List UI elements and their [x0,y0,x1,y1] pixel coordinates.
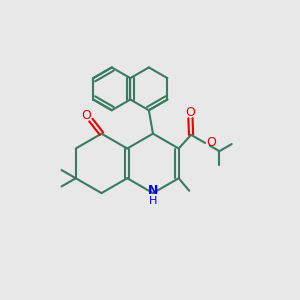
Text: O: O [82,109,92,122]
Text: H: H [149,196,157,206]
Text: O: O [185,106,195,119]
Text: O: O [206,136,216,148]
Text: N: N [148,184,158,197]
